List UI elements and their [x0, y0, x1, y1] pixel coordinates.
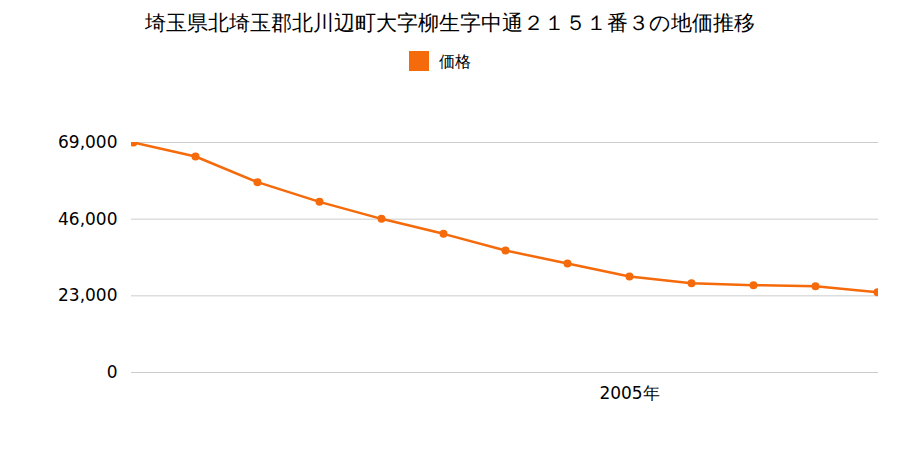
svg-text:0: 0 [107, 362, 118, 382]
html-text:埼玉県北埼玉郡北川辺町大字柳生字中通２１５１番３の地価推移: 埼玉県北埼玉郡北川辺町大字柳生字中通２１５１番３の地価推移 [145, 11, 755, 35]
svg-text:69,000: 69,000 [58, 132, 117, 152]
svg-text:23,000: 23,000 [58, 285, 117, 305]
svg-text:2005年: 2005年 [599, 383, 659, 403]
svg-text:46,000: 46,000 [58, 209, 117, 229]
html-text:価格: 価格 [439, 52, 471, 71]
